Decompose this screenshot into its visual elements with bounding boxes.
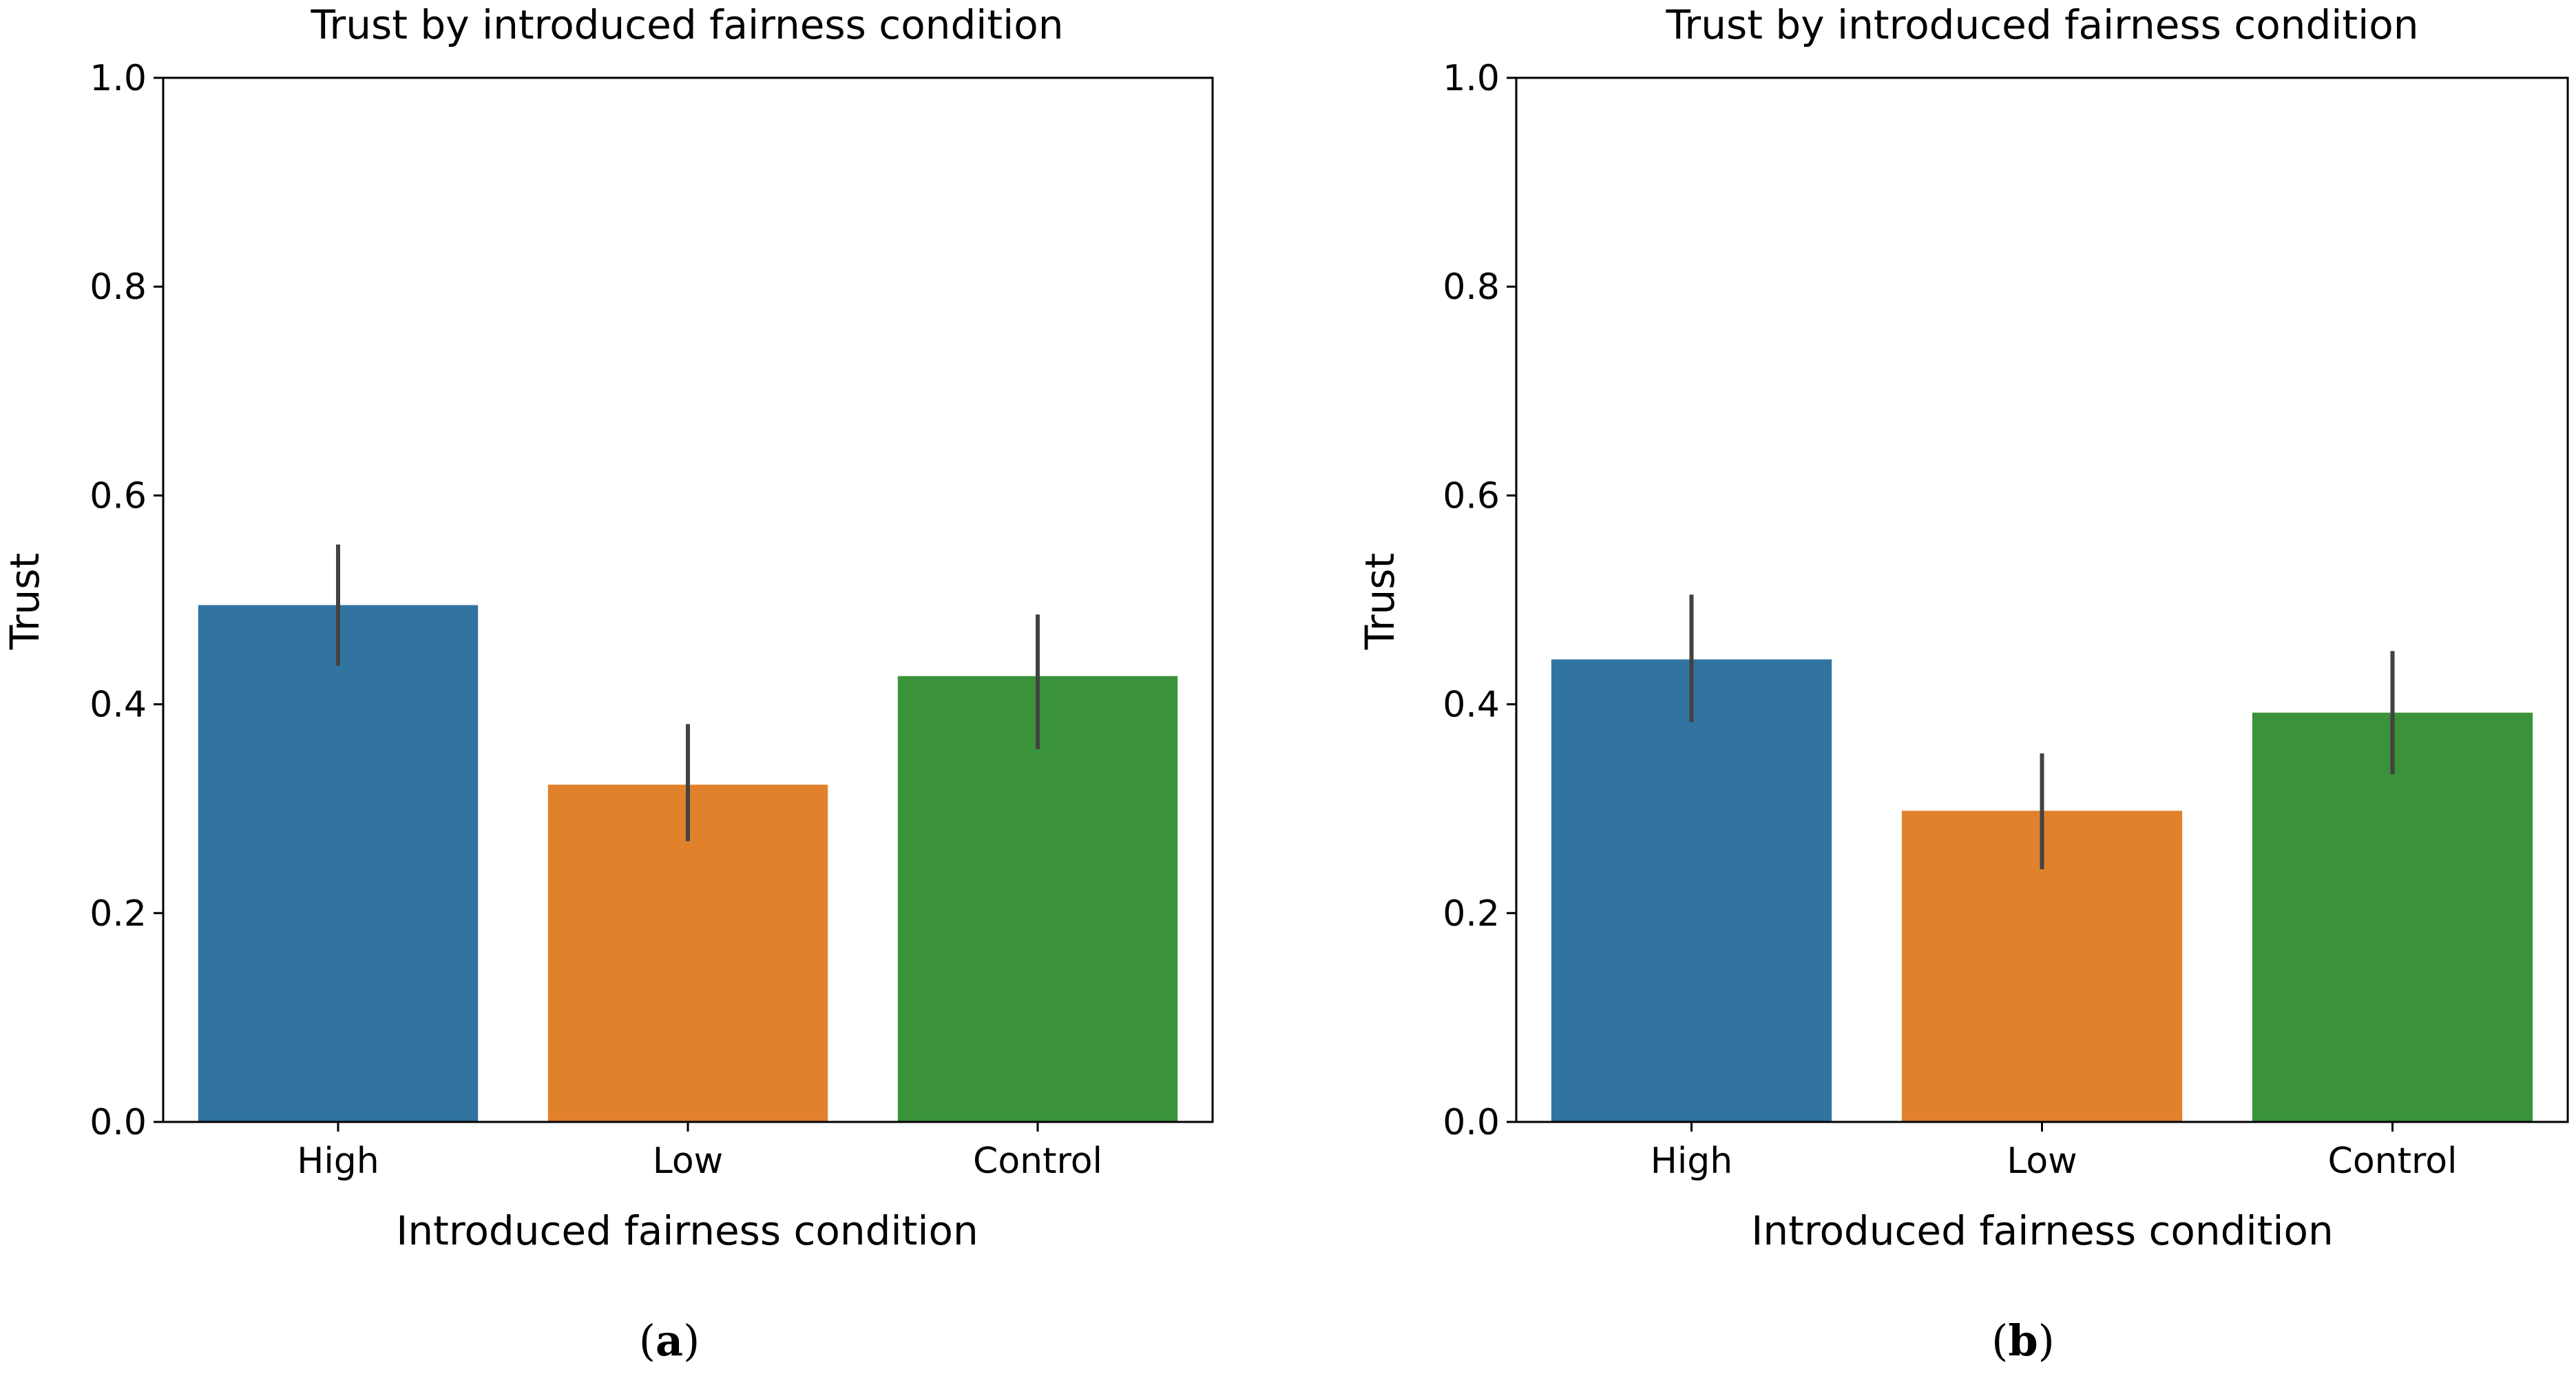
panel-a: Trust by introduced fairness condition T… [1,1,1214,1366]
x-axis-label: Introduced fairness condition [396,1207,978,1254]
y-ticks: 0.0 0.2 0.4 0.6 0.8 1.0 [1443,58,1516,1143]
chart-title: Trust by introduced fairness condition [1666,1,2419,48]
caption-a: (a) [639,1315,700,1366]
bar-control [2252,712,2533,1122]
y-tick-label: 0.8 [1443,267,1500,308]
bar-high [1551,659,1832,1122]
bar-high [198,605,479,1122]
caption-letter: a [656,1315,683,1366]
error-bars [1689,594,2395,870]
plot-frame [162,76,1214,1123]
y-tick-label: 0.2 [90,893,147,935]
y-tick-label: 0.4 [90,685,147,726]
y-tick-label: 0.0 [1443,1102,1500,1143]
chart-title: Trust by introduced fairness condition [311,1,1064,48]
x-tick-label: Low [2007,1141,2077,1182]
y-tick-label: 0.0 [90,1102,147,1143]
plot-frame [1515,76,2569,1123]
y-tick-label: 0.4 [1443,685,1500,726]
bars [1551,659,2533,1122]
x-tick-label: Control [2328,1141,2458,1182]
y-tick-label: 0.8 [90,267,147,308]
error-bars [336,544,1040,842]
y-ticks: 0.0 0.2 0.4 0.6 0.8 1.0 [90,58,163,1143]
caption-letter: b [2008,1315,2038,1366]
bar-control [897,676,1178,1122]
y-tick-label: 1.0 [1443,58,1500,99]
x-ticks: High Low Control [1651,1122,2458,1182]
y-tick-label: 0.6 [90,475,147,517]
x-ticks: High Low Control [297,1122,1102,1182]
y-tick-label: 0.2 [1443,893,1500,935]
y-tick-label: 0.6 [1443,475,1500,517]
x-tick-label: High [297,1141,379,1182]
x-axis-label: Introduced fairness condition [1751,1207,2333,1254]
x-tick-label: Low [653,1141,723,1182]
panel-b: Trust by introduced fairness condition T… [1357,1,2569,1366]
caption-b: (b) [1991,1315,2055,1366]
x-tick-label: High [1651,1141,1733,1182]
y-axis-label: Trust [1,553,48,650]
y-axis-label: Trust [1357,553,1403,650]
bars [198,605,1178,1122]
x-tick-label: Control [973,1141,1102,1182]
y-tick-label: 1.0 [90,58,147,99]
